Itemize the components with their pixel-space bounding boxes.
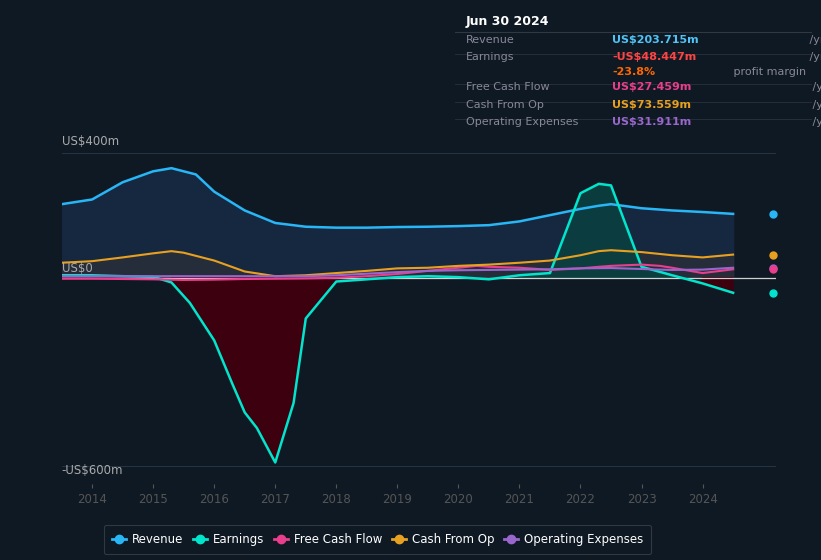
Text: -US$600m: -US$600m bbox=[62, 464, 123, 477]
Text: /yr: /yr bbox=[810, 82, 821, 92]
Text: Operating Expenses: Operating Expenses bbox=[466, 117, 578, 127]
Text: Cash From Op: Cash From Op bbox=[466, 100, 544, 110]
Text: Revenue: Revenue bbox=[466, 35, 514, 45]
Text: Free Cash Flow: Free Cash Flow bbox=[466, 82, 549, 92]
Text: /yr: /yr bbox=[805, 35, 821, 45]
Text: -US$48.447m: -US$48.447m bbox=[612, 52, 696, 62]
Text: US$400m: US$400m bbox=[62, 135, 119, 148]
Text: US$0: US$0 bbox=[62, 262, 92, 276]
Text: US$203.715m: US$203.715m bbox=[612, 35, 699, 45]
Text: US$31.911m: US$31.911m bbox=[612, 117, 691, 127]
Legend: Revenue, Earnings, Free Cash Flow, Cash From Op, Operating Expenses: Revenue, Earnings, Free Cash Flow, Cash … bbox=[104, 525, 651, 554]
Text: /yr: /yr bbox=[810, 117, 821, 127]
Text: US$27.459m: US$27.459m bbox=[612, 82, 691, 92]
Text: /yr: /yr bbox=[810, 100, 821, 110]
Text: -23.8%: -23.8% bbox=[612, 67, 655, 77]
Text: /yr: /yr bbox=[805, 52, 821, 62]
Text: Jun 30 2024: Jun 30 2024 bbox=[466, 15, 549, 28]
Text: Earnings: Earnings bbox=[466, 52, 514, 62]
Text: profit margin: profit margin bbox=[731, 67, 806, 77]
Text: US$73.559m: US$73.559m bbox=[612, 100, 691, 110]
